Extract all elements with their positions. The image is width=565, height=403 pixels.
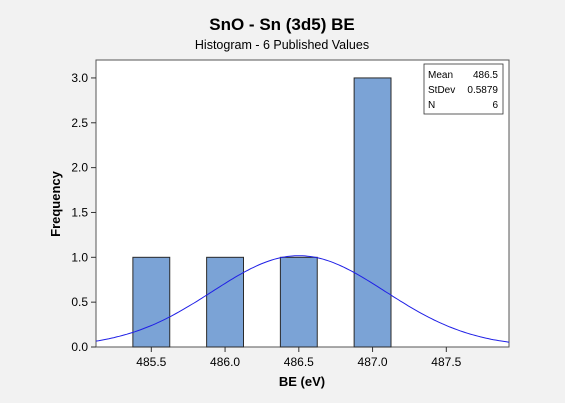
y-tick-label: 3.0 [71, 71, 88, 85]
histogram-bar [279, 256, 318, 348]
x-axis-label: BE (eV) [279, 374, 325, 389]
y-tick-label: 2.5 [71, 116, 88, 130]
x-tick-label: 487.0 [358, 355, 388, 369]
stat-n-label: N [428, 100, 435, 111]
stat-stdev-label: StDev [428, 85, 455, 96]
stats-legend-box [423, 63, 504, 115]
x-axis: 485.5 486.0 486.5 487.0 487.5 [136, 347, 462, 369]
histogram-bar [206, 256, 244, 348]
y-tick-label: 1.0 [71, 250, 88, 264]
y-tick-label: 2.0 [71, 161, 88, 175]
x-tick-label: 486.0 [210, 355, 240, 369]
y-tick-label: 0.0 [71, 340, 88, 354]
histogram-bar [132, 256, 171, 348]
y-axis-label: Frequency [48, 170, 63, 237]
chart-title: SnO - Sn (3d5) BE [209, 15, 354, 34]
stat-stdev-value: 0.5879 [467, 85, 498, 96]
stat-n-value: 6 [492, 100, 498, 111]
stats-legend: Mean 486.5 StDev 0.5879 N 6 [423, 63, 504, 115]
histogram-bar [353, 77, 392, 348]
y-tick-label: 1.5 [71, 205, 88, 219]
y-axis: 0.0 0.5 1.0 1.5 2.0 2.5 3.0 [71, 71, 96, 354]
stat-mean-value: 486.5 [473, 70, 498, 81]
normal-fit-curve [95, 255, 510, 343]
stat-mean-label: Mean [428, 70, 453, 81]
x-tick-label: 486.5 [284, 355, 314, 369]
chart-subtitle: Histogram - 6 Published Values [195, 38, 369, 52]
x-tick-label: 487.5 [431, 355, 461, 369]
bars-group [132, 77, 392, 348]
x-tick-label: 485.5 [136, 355, 166, 369]
y-tick-label: 0.5 [71, 295, 88, 309]
